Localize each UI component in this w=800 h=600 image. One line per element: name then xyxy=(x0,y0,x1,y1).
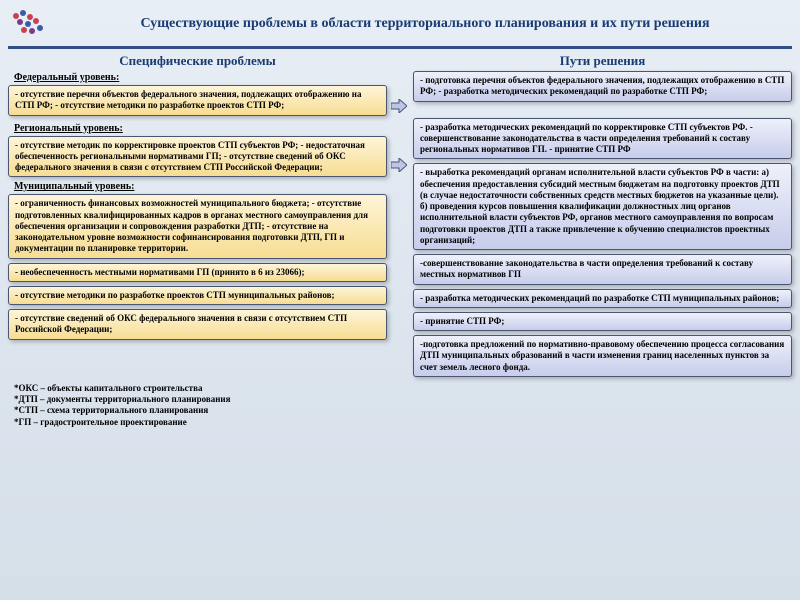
footnote-4: *ГП – градостроительное проектирование xyxy=(14,417,786,428)
arrow-icon xyxy=(391,99,407,113)
fed-problem-box: - отсутствие перечня объектов федерально… xyxy=(8,85,387,116)
reg-solution-box: - разработка методических рекомендаций п… xyxy=(413,118,792,160)
reg-problem-box: - отсутствие методик по корректировке пр… xyxy=(8,136,387,178)
fed-solution-box: - подготовка перечня объектов федерально… xyxy=(413,71,792,102)
mun-solution-4: - принятие СТП РФ; xyxy=(413,312,792,331)
footnote-1: *ОКС – объекты капитального строительств… xyxy=(14,383,786,394)
solutions-header: Пути решения xyxy=(413,53,792,69)
logo-icon xyxy=(8,6,58,42)
problems-header: Специфические проблемы xyxy=(8,53,387,69)
level-regional: Региональный уровень: xyxy=(14,123,387,134)
header: Существующие проблемы в области территор… xyxy=(0,0,800,46)
solutions-column: Пути решения - подготовка перечня объект… xyxy=(413,53,792,381)
mun-solution-1: - выработка рекомендаций органам исполни… xyxy=(413,163,792,250)
problems-column: Специфические проблемы Федеральный урове… xyxy=(8,53,387,381)
mun-solution-3: - разработка методических рекомендаций п… xyxy=(413,289,792,308)
page-title: Существующие проблемы в области территор… xyxy=(58,15,792,33)
level-municipal: Муниципальный уровень: xyxy=(14,181,387,192)
arrow-icon xyxy=(391,158,407,172)
mun-solution-2: -совершенствование законодательства в ча… xyxy=(413,254,792,285)
mun-problem-1: - ограниченность финансовых возможностей… xyxy=(8,194,387,258)
footnote-3: *СТП – схема территориального планирован… xyxy=(14,405,786,416)
footnotes: *ОКС – объекты капитального строительств… xyxy=(0,381,800,428)
header-rule xyxy=(8,46,792,49)
columns: Специфические проблемы Федеральный урове… xyxy=(0,53,800,381)
footnote-2: *ДТП – документы территориального планир… xyxy=(14,394,786,405)
mun-problem-4: - отсутствие сведений об ОКС федеральног… xyxy=(8,309,387,340)
level-federal: Федеральный уровень: xyxy=(14,72,387,83)
mun-problem-3: - отсутствие методики по разработке прое… xyxy=(8,286,387,305)
mun-problem-2: - необеспеченность местными нормативами … xyxy=(8,263,387,282)
mun-solution-5: -подготовка предложений по нормативно-пр… xyxy=(413,335,792,377)
arrow-column xyxy=(391,53,409,381)
